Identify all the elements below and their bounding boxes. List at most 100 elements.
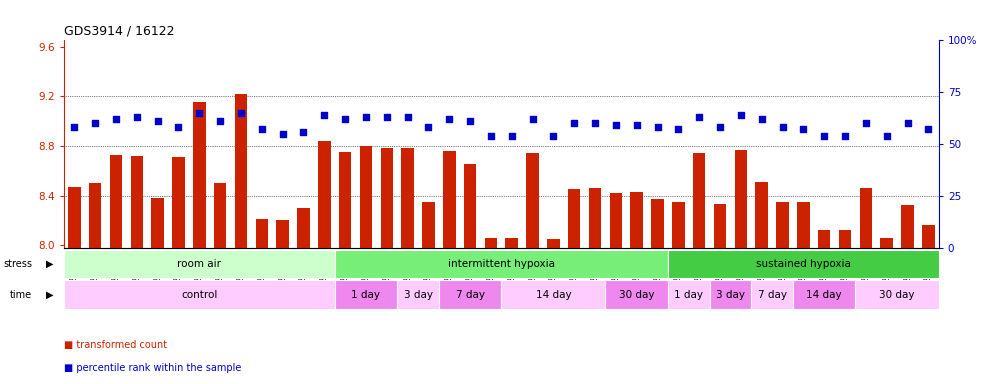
Bar [630, 192, 643, 248]
Bar [901, 205, 914, 248]
Bar [668, 250, 939, 278]
Point [920, 126, 936, 132]
Bar [881, 238, 893, 248]
Point [192, 110, 207, 116]
Bar [693, 153, 706, 248]
Point [650, 124, 665, 131]
Bar [838, 230, 851, 248]
Text: time: time [10, 290, 32, 300]
Text: room air: room air [177, 259, 221, 269]
Bar [756, 182, 768, 248]
Point [858, 120, 874, 126]
Point [879, 132, 895, 139]
Bar [777, 202, 788, 248]
Point [483, 132, 498, 139]
Bar [214, 183, 226, 248]
Point [754, 116, 770, 122]
Bar [855, 280, 939, 309]
Point [171, 124, 187, 131]
Text: 30 day: 30 day [619, 290, 655, 300]
Point [608, 122, 624, 128]
Point [296, 129, 312, 135]
Bar [668, 280, 710, 309]
Point [149, 118, 165, 124]
Point [795, 126, 811, 132]
Point [233, 110, 249, 116]
Text: 3 day: 3 day [403, 290, 433, 300]
Point [587, 120, 603, 126]
Bar [64, 250, 334, 278]
Bar [443, 151, 455, 248]
Bar [193, 103, 205, 248]
Bar [110, 154, 122, 248]
Point [670, 126, 686, 132]
Point [212, 118, 228, 124]
Point [712, 124, 727, 131]
Bar [672, 202, 684, 248]
Text: 30 day: 30 day [880, 290, 915, 300]
Text: ■ transformed count: ■ transformed count [64, 340, 167, 350]
Point [400, 114, 416, 120]
Bar [751, 280, 793, 309]
Bar [710, 280, 751, 309]
Bar [380, 148, 393, 248]
Point [67, 124, 83, 131]
Bar [609, 193, 622, 248]
Bar [714, 204, 726, 248]
Bar [505, 238, 518, 248]
Point [775, 124, 790, 131]
Bar [276, 220, 289, 248]
Bar [568, 189, 581, 248]
Bar [922, 225, 935, 248]
Bar [235, 94, 247, 248]
Point [899, 120, 915, 126]
Point [462, 118, 478, 124]
Point [254, 126, 269, 132]
Point [691, 114, 707, 120]
Point [421, 124, 436, 131]
Text: ▶: ▶ [46, 290, 54, 300]
Point [87, 120, 103, 126]
Bar [401, 148, 414, 248]
Text: 7 day: 7 day [455, 290, 485, 300]
Bar [68, 187, 81, 248]
Point [441, 116, 457, 122]
Text: stress: stress [3, 259, 32, 269]
Bar [734, 150, 747, 248]
Bar [438, 280, 501, 309]
Point [629, 122, 645, 128]
Point [525, 116, 541, 122]
Point [129, 114, 145, 120]
Bar [88, 183, 101, 248]
Bar [606, 280, 668, 309]
Text: control: control [181, 290, 217, 300]
Bar [334, 250, 668, 278]
Text: 7 day: 7 day [758, 290, 786, 300]
Bar [797, 202, 810, 248]
Bar [397, 280, 438, 309]
Point [358, 114, 374, 120]
Bar [422, 202, 434, 248]
Text: intermittent hypoxia: intermittent hypoxia [448, 259, 554, 269]
Text: 14 day: 14 day [536, 290, 571, 300]
Bar [256, 219, 268, 248]
Point [504, 132, 520, 139]
Point [838, 132, 853, 139]
Bar [131, 156, 144, 248]
Point [546, 132, 561, 139]
Bar [64, 280, 334, 309]
Bar [172, 157, 185, 248]
Bar [859, 188, 872, 248]
Bar [339, 152, 351, 248]
Point [108, 116, 124, 122]
Point [317, 112, 332, 118]
Bar [485, 238, 497, 248]
Point [566, 120, 582, 126]
Point [733, 112, 749, 118]
Bar [793, 280, 855, 309]
Point [337, 116, 353, 122]
Bar [360, 146, 373, 248]
Text: GDS3914 / 16122: GDS3914 / 16122 [64, 25, 174, 38]
Bar [652, 199, 664, 248]
Bar [464, 164, 477, 248]
